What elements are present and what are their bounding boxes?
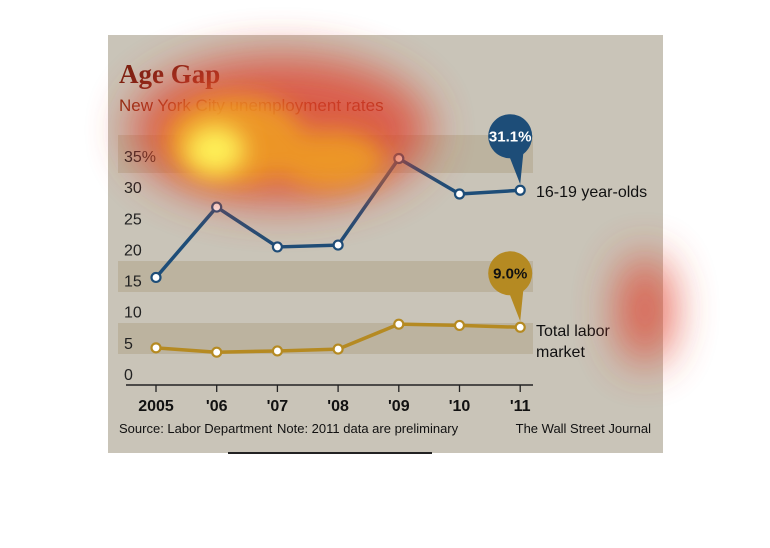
teen-series-line	[154, 156, 521, 279]
y-tick-label: 15	[124, 274, 142, 291]
data-point	[150, 342, 162, 354]
y-tick-label: 35%	[124, 149, 156, 166]
data-point	[211, 346, 223, 358]
source-note: Source: Labor Department	[119, 421, 273, 436]
data-point	[393, 318, 405, 330]
x-tick-label: '11	[510, 398, 531, 415]
callout-pointer	[506, 144, 525, 185]
x-axis-ticks: 2005 '06 '07 '08 '09 '10 '11	[138, 385, 531, 415]
data-point	[271, 241, 283, 253]
data-point	[150, 271, 162, 284]
y-tick-label: 25	[124, 211, 142, 228]
total-callout-value: 9.0%	[493, 265, 527, 282]
data-point	[514, 184, 526, 196]
chart-frame: Age Gap New York City unemployment rates…	[108, 35, 663, 453]
data-point	[211, 201, 223, 213]
y-tick-label: 5	[124, 336, 133, 353]
x-tick-label: '09	[388, 398, 410, 415]
underline-rule	[228, 452, 432, 454]
data-point	[332, 239, 344, 251]
chart-subtitle: New York City unemployment rates	[119, 96, 384, 115]
data-point	[453, 188, 466, 200]
callouts: 31.1% 9.0%	[488, 114, 533, 322]
x-tick-label: '07	[267, 398, 289, 415]
total-series-label-line1: Total labor	[536, 323, 610, 340]
y-tick-label: 10	[124, 305, 142, 322]
x-tick-label: '08	[327, 398, 349, 415]
chart-title: Age Gap	[119, 59, 220, 89]
series-labels: 16-19 year-olds Total labor market	[536, 184, 647, 361]
x-tick-label: '06	[206, 398, 228, 415]
callout-pointer	[506, 281, 525, 322]
data-point	[514, 321, 526, 333]
x-tick-label: '10	[449, 398, 471, 415]
grid-band	[118, 135, 533, 173]
teen-callout-value: 31.1%	[489, 128, 532, 145]
x-tick-label: 2005	[138, 398, 174, 415]
data-point	[332, 343, 344, 355]
teen-series-label: 16-19 year-olds	[536, 184, 647, 201]
series-group	[150, 152, 526, 358]
y-tick-label: 0	[124, 367, 133, 384]
y-tick-label: 30	[124, 180, 142, 197]
grid-band	[118, 261, 533, 292]
data-point	[271, 345, 283, 357]
data-point	[393, 152, 405, 165]
preliminary-note: Note: 2011 data are preliminary	[277, 421, 459, 436]
credit: The Wall Street Journal	[516, 421, 651, 436]
data-point	[453, 319, 466, 332]
y-tick-label: 20	[124, 242, 142, 259]
unemployment-chart: Age Gap New York City unemployment rates…	[118, 59, 651, 436]
total-series-label-line2: market	[536, 344, 585, 361]
